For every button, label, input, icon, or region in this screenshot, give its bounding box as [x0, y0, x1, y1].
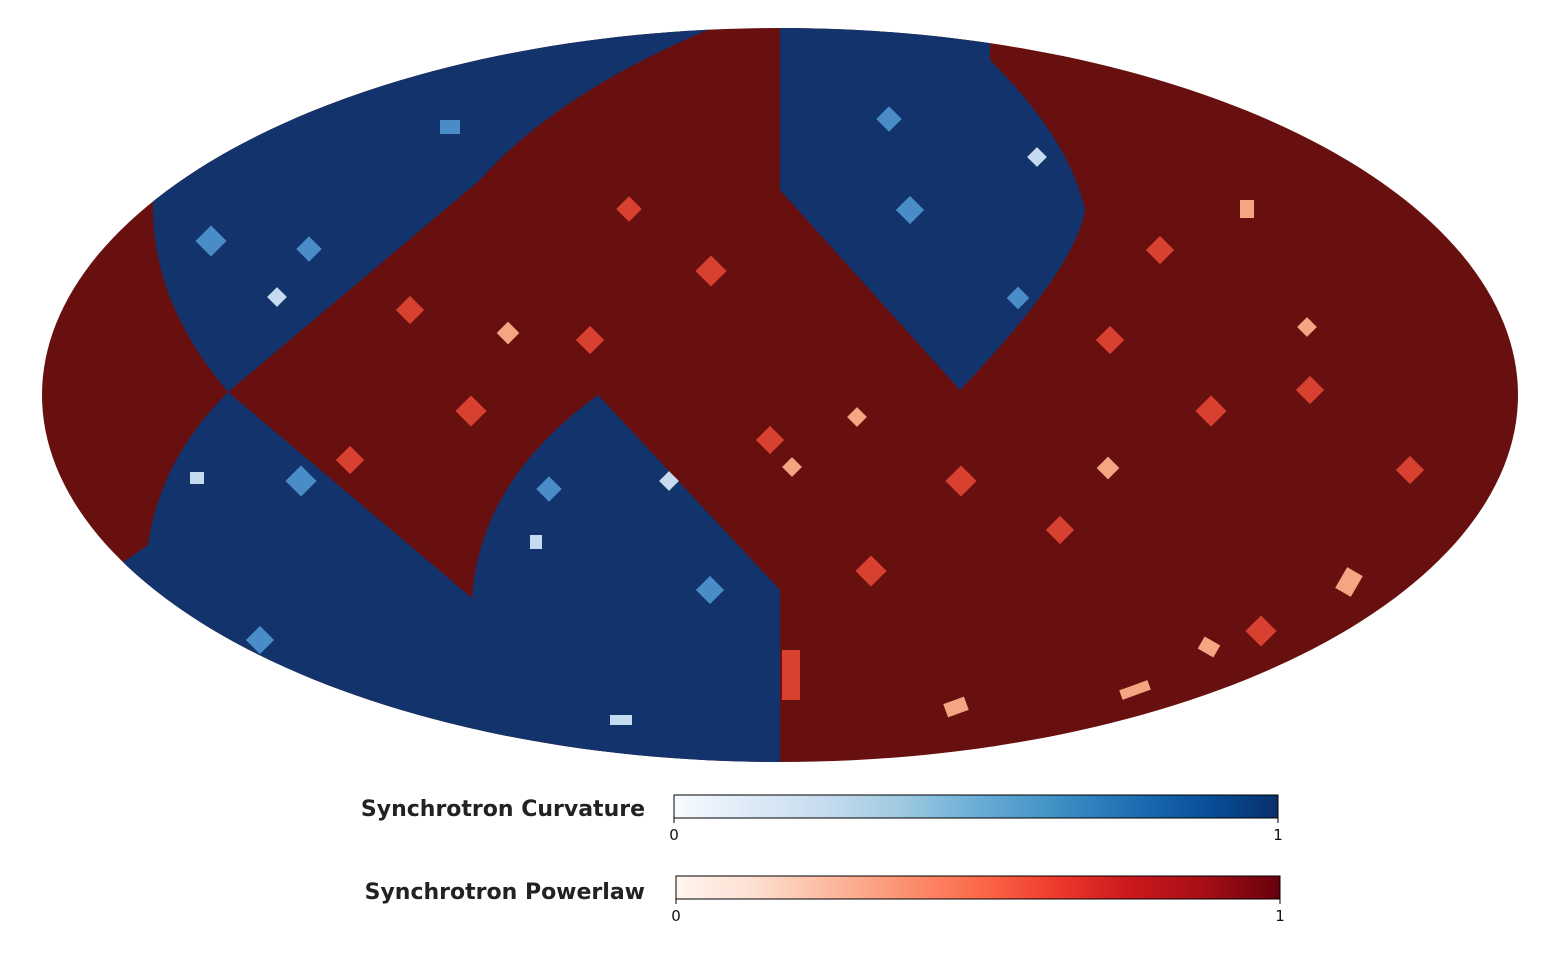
- pixel-patches: [190, 106, 1425, 725]
- tick-label: 0: [669, 826, 679, 844]
- colorbar: [673, 794, 1279, 819]
- tick-label: 1: [1273, 826, 1283, 844]
- mollweide-map: [42, 28, 1518, 762]
- colorbars: Synchrotron Curvature Synchrotron Powerl…: [361, 794, 1285, 925]
- tick-label: 0: [671, 907, 681, 925]
- colorbar: [675, 875, 1281, 900]
- colorbar-label: Synchrotron Powerlaw: [365, 880, 645, 905]
- colorbar-label: Synchrotron Curvature: [361, 797, 645, 822]
- tick-label: 1: [1275, 907, 1285, 925]
